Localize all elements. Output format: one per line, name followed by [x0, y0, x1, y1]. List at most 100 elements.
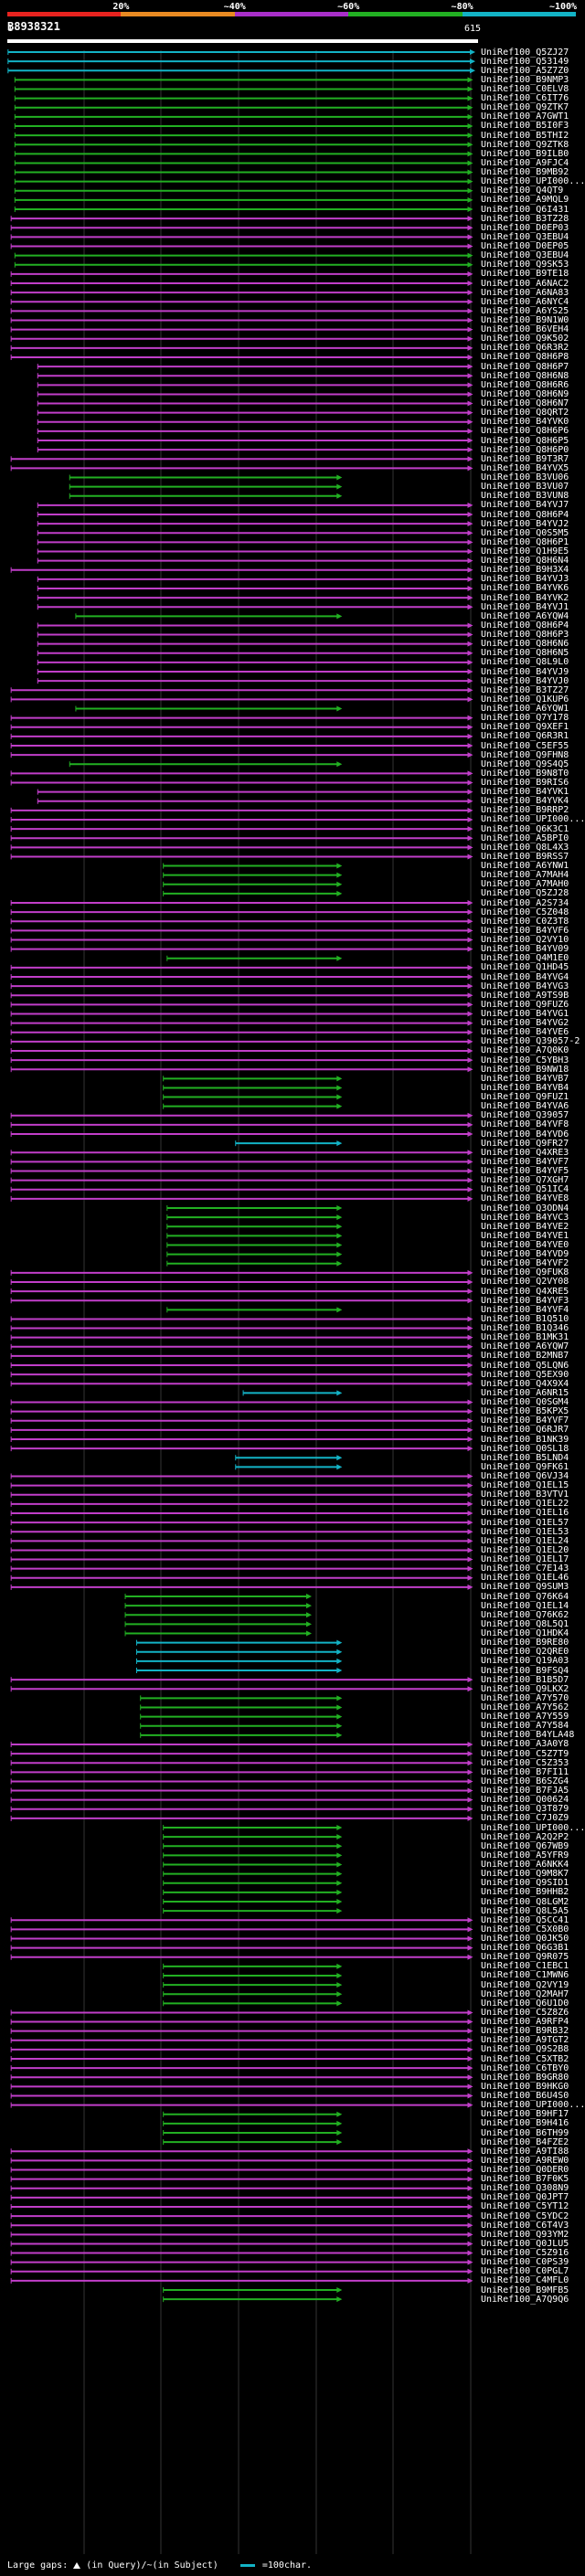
hit-label[interactable]: UniRef100_B4YVE2 [481, 1221, 569, 1232]
hit-label[interactable]: UniRef100_C6IT76 [481, 93, 569, 104]
hit-label[interactable]: UniRef100_Q39057 [481, 1110, 569, 1121]
hit-label[interactable]: UniRef100_B4YVA6 [481, 1101, 569, 1112]
hit-label[interactable]: UniRef100_Q5ZJ28 [481, 888, 569, 899]
hit-label[interactable]: UniRef100_A2S734 [481, 897, 569, 908]
hit-label[interactable]: UniRef100_Q4X9X4 [481, 1378, 569, 1389]
hit-label[interactable]: UniRef100_B9NMP3 [481, 74, 569, 85]
hit-label[interactable]: UniRef100_A9RFP4 [481, 2017, 569, 2028]
hit-label[interactable]: UniRef100_B3VUN8 [481, 491, 569, 502]
hit-label[interactable]: UniRef100_Q2VY19 [481, 1979, 569, 1990]
hit-label[interactable]: UniRef100_Q0JK50 [481, 1933, 569, 1944]
hit-label[interactable]: UniRef100_B4YVE8 [481, 1193, 569, 1204]
hit-label[interactable]: UniRef100_Q2VY10 [481, 935, 569, 946]
hit-label[interactable]: UniRef100_A7Q9Q6 [481, 2294, 569, 2305]
hit-label[interactable]: UniRef100_Q4QT9 [481, 186, 564, 196]
hit-label[interactable]: UniRef100_Q9LKX2 [481, 1683, 569, 1694]
hit-label[interactable]: UniRef100_Q8H6P4 [481, 509, 569, 520]
hit-label[interactable]: UniRef100_Q1EL53 [481, 1526, 569, 1537]
hit-label[interactable]: UniRef100_B9H3X4 [481, 565, 569, 576]
hit-label[interactable]: UniRef100_A6YQW7 [481, 1341, 569, 1352]
hit-label[interactable]: UniRef100_Q0JPT7 [481, 2192, 569, 2203]
hit-label[interactable]: UniRef100_B4YVB7 [481, 1073, 569, 1084]
hit-label[interactable]: UniRef100_B3TZ27 [481, 684, 569, 695]
hit-label[interactable]: UniRef100_B4YVJ3 [481, 574, 569, 585]
hit-label[interactable]: UniRef100_Q8H6N9 [481, 388, 569, 399]
hit-label[interactable]: UniRef100_Q0SGM4 [481, 1397, 569, 1408]
hit-label[interactable]: UniRef100_B4YVF2 [481, 1258, 569, 1269]
hit-label[interactable]: UniRef100_Q8H6N7 [481, 398, 569, 409]
hit-label[interactable]: UniRef100_B4YVD6 [481, 1129, 569, 1140]
hit-label[interactable]: UniRef100_Q6I431 [481, 204, 569, 215]
hit-label[interactable]: UniRef100_Q9S4Q5 [481, 758, 569, 769]
hit-label[interactable]: UniRef100_A7Y570 [481, 1692, 569, 1703]
hit-label[interactable]: UniRef100_B3TZ28 [481, 213, 569, 224]
hit-label[interactable]: UniRef100_B4YVK0 [481, 417, 569, 428]
hit-label[interactable]: UniRef100_B4YVJ1 [481, 601, 569, 612]
hit-label[interactable]: UniRef100_C0PS39 [481, 2257, 569, 2268]
hit-label[interactable]: UniRef100_Q8H6P0 [481, 444, 569, 455]
hit-label[interactable]: UniRef100_C7E143 [481, 1564, 569, 1574]
hit-label[interactable]: UniRef100_C5Z353 [481, 1757, 569, 1768]
hit-label[interactable]: UniRef100_B4YVJ0 [481, 675, 569, 686]
hit-label[interactable]: UniRef100_B9HHB2 [481, 1887, 569, 1898]
hit-label[interactable]: UniRef100_C4MFL0 [481, 2275, 569, 2286]
hit-label[interactable]: UniRef100_C7J0Z9 [481, 1813, 569, 1824]
hit-label[interactable]: UniRef100_B7FJA5 [481, 1786, 569, 1797]
hit-label[interactable]: UniRef100_B5THI2 [481, 130, 569, 141]
hit-label[interactable]: UniRef100_Q9FK61 [481, 1461, 569, 1472]
hit-label[interactable]: UniRef100_Q8H6N8 [481, 370, 569, 381]
hit-label[interactable]: UniRef100_Q8LGM2 [481, 1896, 569, 1907]
hit-label[interactable]: UniRef100_Q4XRE3 [481, 1147, 569, 1158]
hit-label[interactable]: UniRef100_B4YVG1 [481, 1008, 569, 1019]
hit-label[interactable]: UniRef100_Q2MAH7 [481, 1988, 569, 1999]
hit-label[interactable]: UniRef100_UPI000... [481, 1822, 585, 1833]
hit-label[interactable]: UniRef100_B9HF17 [481, 2109, 569, 2120]
hit-label[interactable]: UniRef100_B4YVC3 [481, 1212, 569, 1223]
hit-label[interactable]: UniRef100_B4YVG4 [481, 971, 569, 982]
hit-label[interactable]: UniRef100_Q76K64 [481, 1591, 569, 1602]
hit-label[interactable]: UniRef100_Q9SID1 [481, 1878, 569, 1889]
hit-label[interactable]: UniRef100_B4YLA48 [481, 1730, 575, 1741]
hit-label[interactable]: UniRef100_Q1H9E5 [481, 546, 569, 557]
hit-label[interactable]: UniRef100_A5Z7Z0 [481, 65, 569, 76]
hit-label[interactable]: UniRef100_Q1EL20 [481, 1544, 569, 1555]
hit-label[interactable]: UniRef100_A9MQL9 [481, 195, 569, 206]
hit-label[interactable]: UniRef100_A7Y562 [481, 1701, 569, 1712]
hit-label[interactable]: UniRef100_Q1EL24 [481, 1535, 569, 1546]
hit-label[interactable]: UniRef100_A6YS25 [481, 305, 569, 316]
hit-label[interactable]: UniRef100_Q9M8K7 [481, 1869, 569, 1880]
hit-label[interactable]: UniRef100_B4YV09 [481, 944, 569, 955]
hit-label[interactable]: UniRef100_B4YVK6 [481, 583, 569, 594]
hit-label[interactable]: UniRef100_Q6RJR7 [481, 1425, 569, 1436]
hit-label[interactable]: UniRef100_Q1HDK4 [481, 1628, 569, 1639]
hit-label[interactable]: UniRef100_C5Z8Z6 [481, 2007, 569, 2018]
hit-label[interactable]: UniRef100_Q9K502 [481, 334, 569, 345]
hit-label[interactable]: UniRef100_C5Z7T9 [481, 1748, 569, 1759]
hit-label[interactable]: UniRef100_Q8H6P7 [481, 361, 569, 372]
hit-label[interactable]: UniRef100_Q7Y178 [481, 713, 569, 724]
hit-label[interactable]: UniRef100_Q9ZTK7 [481, 102, 569, 113]
hit-label[interactable]: UniRef100_Q1EL46 [481, 1573, 569, 1584]
hit-label[interactable]: UniRef100_Q00624 [481, 1795, 569, 1806]
hit-label[interactable]: UniRef100_B9MB92 [481, 167, 569, 178]
hit-label[interactable]: UniRef100_Q1EL57 [481, 1517, 569, 1528]
hit-label[interactable]: UniRef100_A7Y559 [481, 1712, 569, 1723]
hit-label[interactable]: UniRef100_Q6VJ34 [481, 1470, 569, 1481]
hit-label[interactable]: UniRef100_Q8L5Q1 [481, 1618, 569, 1629]
hit-label[interactable]: UniRef100_C5Z048 [481, 906, 569, 917]
hit-label[interactable]: UniRef100_Q8H6P8 [481, 352, 569, 363]
hit-label[interactable]: UniRef100_C5YDC2 [481, 2210, 569, 2221]
hit-label[interactable]: UniRef100_Q4M1E0 [481, 953, 569, 964]
hit-label[interactable]: UniRef100_B6VEH4 [481, 324, 569, 335]
hit-label[interactable]: UniRef100_Q9FUK8 [481, 1267, 569, 1278]
hit-label[interactable]: UniRef100_B4YVF6 [481, 925, 569, 936]
hit-label[interactable]: UniRef100_B4YVE0 [481, 1239, 569, 1250]
hit-label[interactable]: UniRef100_Q9XEF1 [481, 722, 569, 733]
hit-label[interactable]: UniRef100_B5KPX5 [481, 1406, 569, 1417]
hit-label[interactable]: UniRef100_B4YVK2 [481, 592, 569, 603]
hit-label[interactable]: UniRef100_Q4XRE5 [481, 1286, 569, 1297]
hit-label[interactable]: UniRef100_B4YVF7 [481, 1415, 569, 1426]
hit-label[interactable]: UniRef100_B9HKG0 [481, 2081, 569, 2092]
hit-label[interactable]: UniRef100_C6TBY0 [481, 2062, 569, 2073]
hit-label[interactable]: UniRef100_B9RRP2 [481, 805, 569, 816]
